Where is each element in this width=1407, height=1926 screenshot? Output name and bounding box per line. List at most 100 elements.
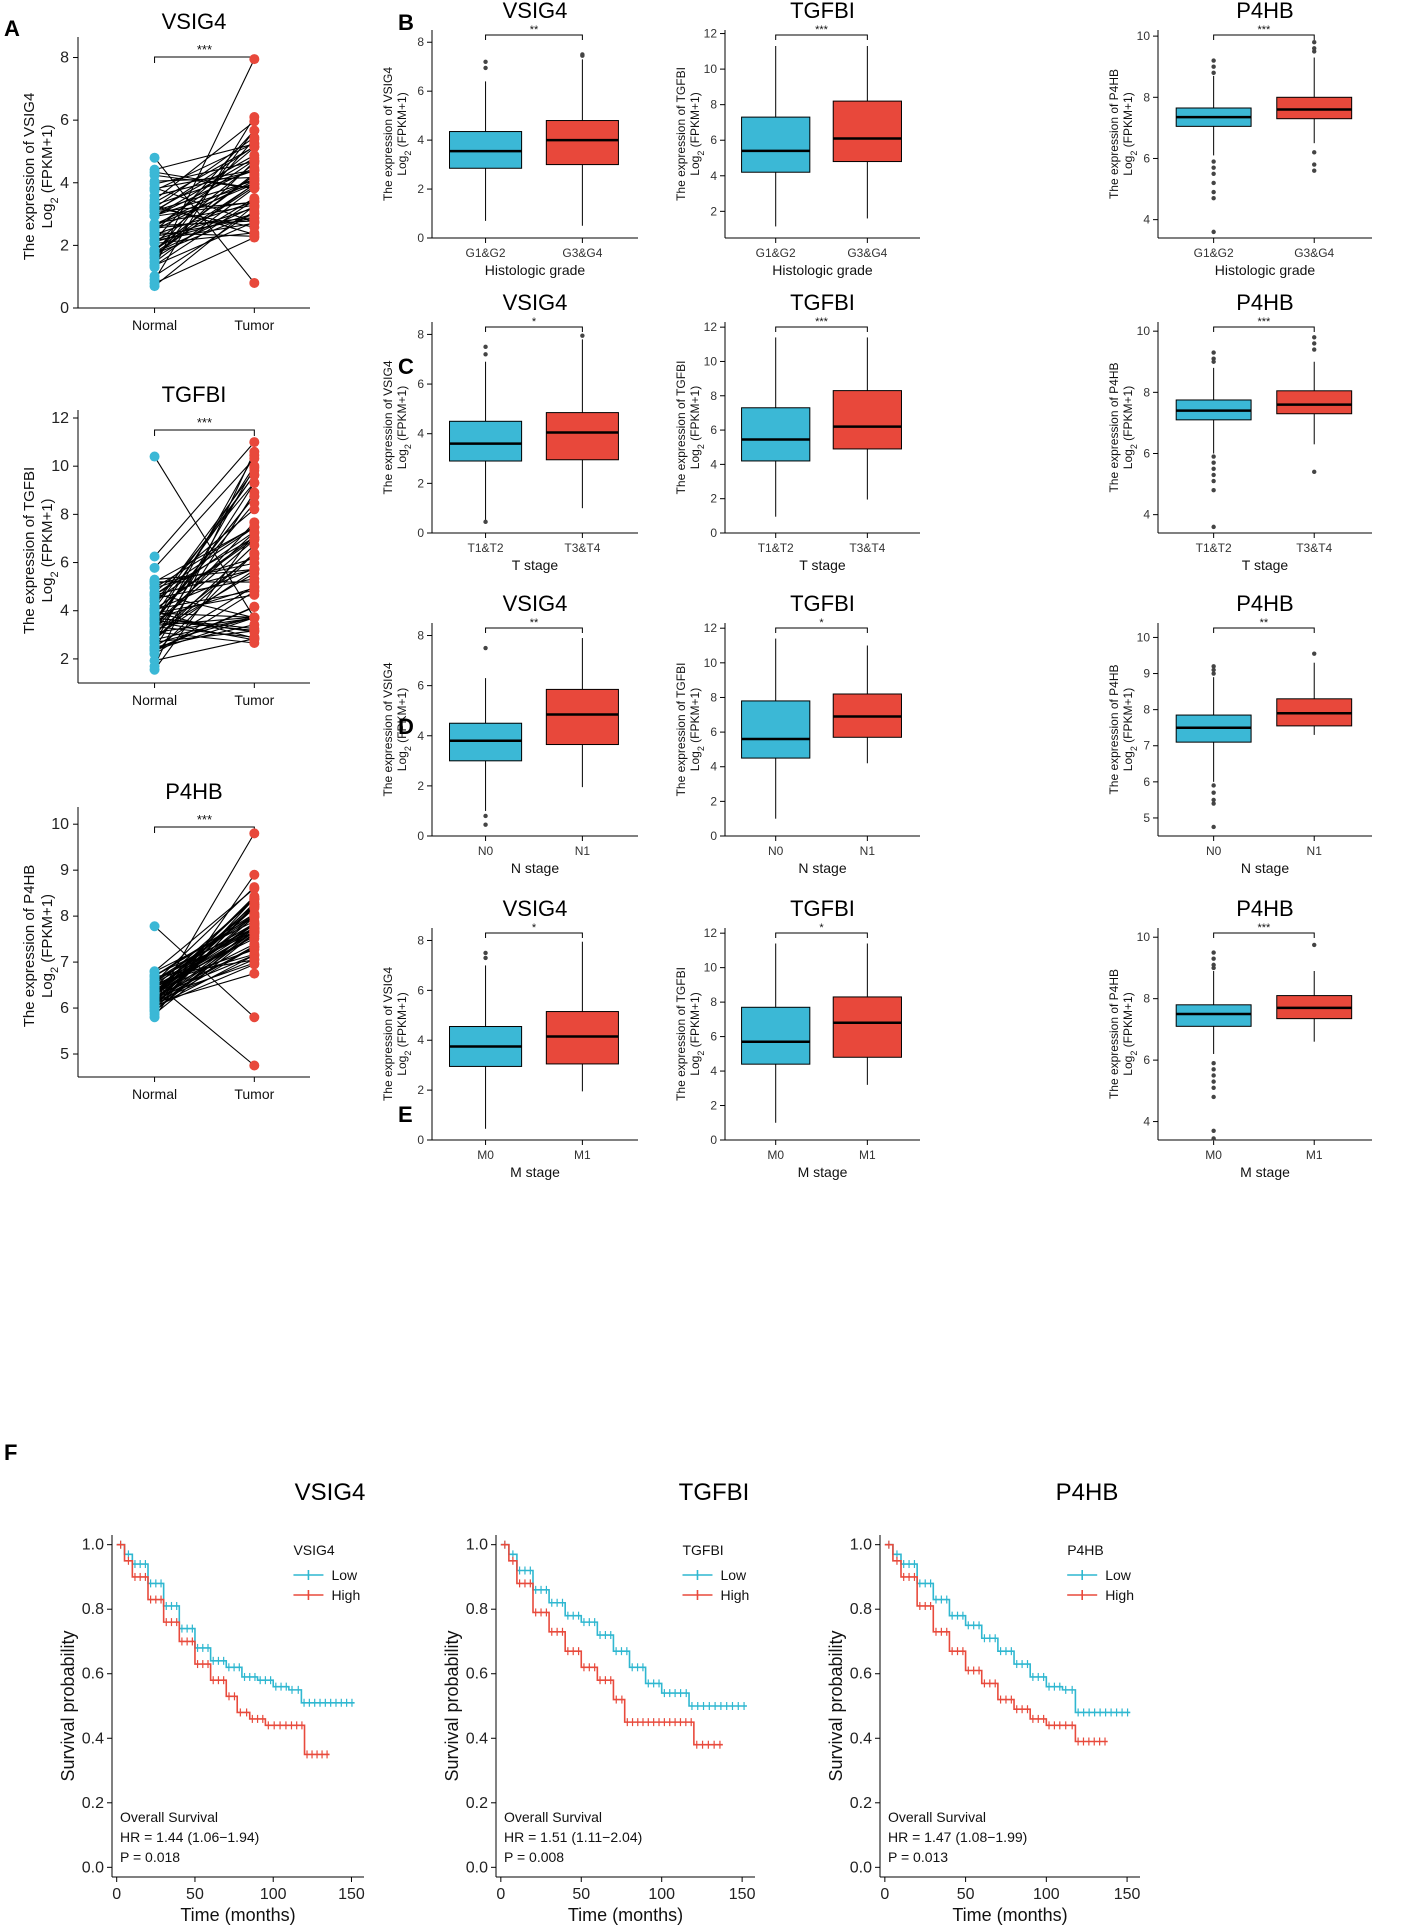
pair-line [154,521,255,630]
x-axis-label: T stage [512,557,559,573]
y-tick-label: 12 [704,621,718,635]
outlier-point [1211,664,1216,669]
y-tick-label: 0.6 [82,1666,104,1683]
y-tick-label: 8 [417,933,424,947]
tumor-point [249,968,260,979]
pair-line [154,206,255,254]
y-tick-label: 0.8 [850,1601,872,1618]
tumor-point [249,229,260,240]
box-low-group [741,943,811,1123]
outlier-point [1211,1094,1216,1100]
pair-line [154,174,255,250]
tumor-point [249,540,260,551]
x-axis-label: T stage [799,557,846,573]
y-tick-label: 8 [710,389,717,403]
normal-point [149,612,160,623]
y-axis-label-units: Log2 (FPKM+1) [395,92,413,175]
pair-line [154,925,255,1018]
significance-stars: ** [530,24,539,36]
pair-line [154,213,255,255]
significance-bracket [1213,627,1315,633]
tumor-point [249,893,260,904]
y-tick-label: 10 [704,961,718,975]
normal-point [149,977,160,988]
x-tick-label: 0 [112,1886,121,1903]
y-axis-label-fpkm: (FPKM+1) [395,688,409,746]
y-axis-label-units: Log2 (FPKM+1) [39,124,61,228]
y-tick-label: 0 [417,829,424,843]
y-tick-label: 4 [1143,213,1150,227]
y-axis-label-log: Log [1121,449,1135,469]
y-tick-label: 4 [710,457,717,471]
x-tick-label: M0 [767,1148,784,1162]
outlier-point [1211,1060,1216,1066]
x-tick-label: T3&T4 [1296,541,1332,555]
pair-line [154,157,255,284]
y-tick-label: 9 [1143,667,1150,681]
x-axis-label: N stage [798,860,846,876]
box-iqr [449,722,523,762]
legend-title: TGFBI [682,1542,723,1558]
pair-line [154,537,255,596]
legend-label: Low [331,1567,358,1583]
normal-point [149,589,160,600]
significance-stars: *** [815,316,829,328]
y-axis-label-log: Log [1121,1056,1135,1076]
outlier-point [1211,159,1216,164]
outlier-point [483,822,488,827]
y-tick-label: 4 [710,1064,717,1078]
y-tick-label: 6 [1143,151,1150,165]
outlier-point [483,645,488,651]
y-axis-label: Survival probability [826,1630,846,1781]
x-tick-label: Tumor [234,1086,274,1102]
y-tick-label: 0.6 [850,1666,872,1683]
outlier-point [1211,1085,1216,1090]
significance-bracket [485,627,583,633]
x-tick-label: G1&G2 [466,246,506,260]
y-axis-label-fpkm: (FPKM+1) [39,894,56,967]
legend-label: Low [720,1567,747,1583]
pair-line [154,176,255,182]
outlier-point [1211,671,1216,676]
tumor-point [249,446,260,457]
legend-label: High [720,1587,749,1603]
box-high-group [545,638,619,788]
box-low-group [1175,58,1252,235]
y-tick-label: 0 [710,1133,717,1147]
plot-title: P4HB [1236,0,1293,23]
box-high-group [1276,942,1353,1042]
tumor-point [249,277,260,288]
tumor-point [249,54,260,65]
normal-point [149,219,160,230]
y-tick-label: 1.0 [466,1537,488,1554]
y-axis-label-log: Log [688,1056,702,1076]
box-low-group [1175,950,1252,1141]
tumor-point [249,601,260,612]
significance-bracket [1213,326,1315,332]
x-axis-label: N stage [511,860,559,876]
outlier-point [1211,1073,1216,1078]
significance-stars: ** [1260,617,1269,629]
pair-line [154,638,255,662]
tumor-point [249,437,260,448]
pair-line [154,199,255,266]
y-axis-label-subscript: 2 [1129,746,1139,751]
outlier-point [1211,1079,1216,1084]
y-axis-label-fpkm: (FPKM+1) [395,992,409,1050]
pair-line [154,197,255,259]
outlier-point [1312,942,1317,948]
pair-line [154,958,255,1003]
significance-bracket [775,627,868,633]
tumor-point [249,954,260,965]
pair-line [154,474,255,616]
x-tick-label: G3&G4 [562,246,602,260]
outlier-point [1312,335,1317,340]
y-tick-label: 0 [710,829,717,843]
significance-bracket [485,34,583,40]
paired-plot-p4hb: P4HB 5 6 7 8 9 10 Normal Tumor The expression of … [21,779,310,1102]
significance-stars: * [532,922,537,934]
y-tick-label: 10 [704,656,718,670]
tumor-point [249,196,260,207]
y-tick-label: 6 [710,423,717,437]
